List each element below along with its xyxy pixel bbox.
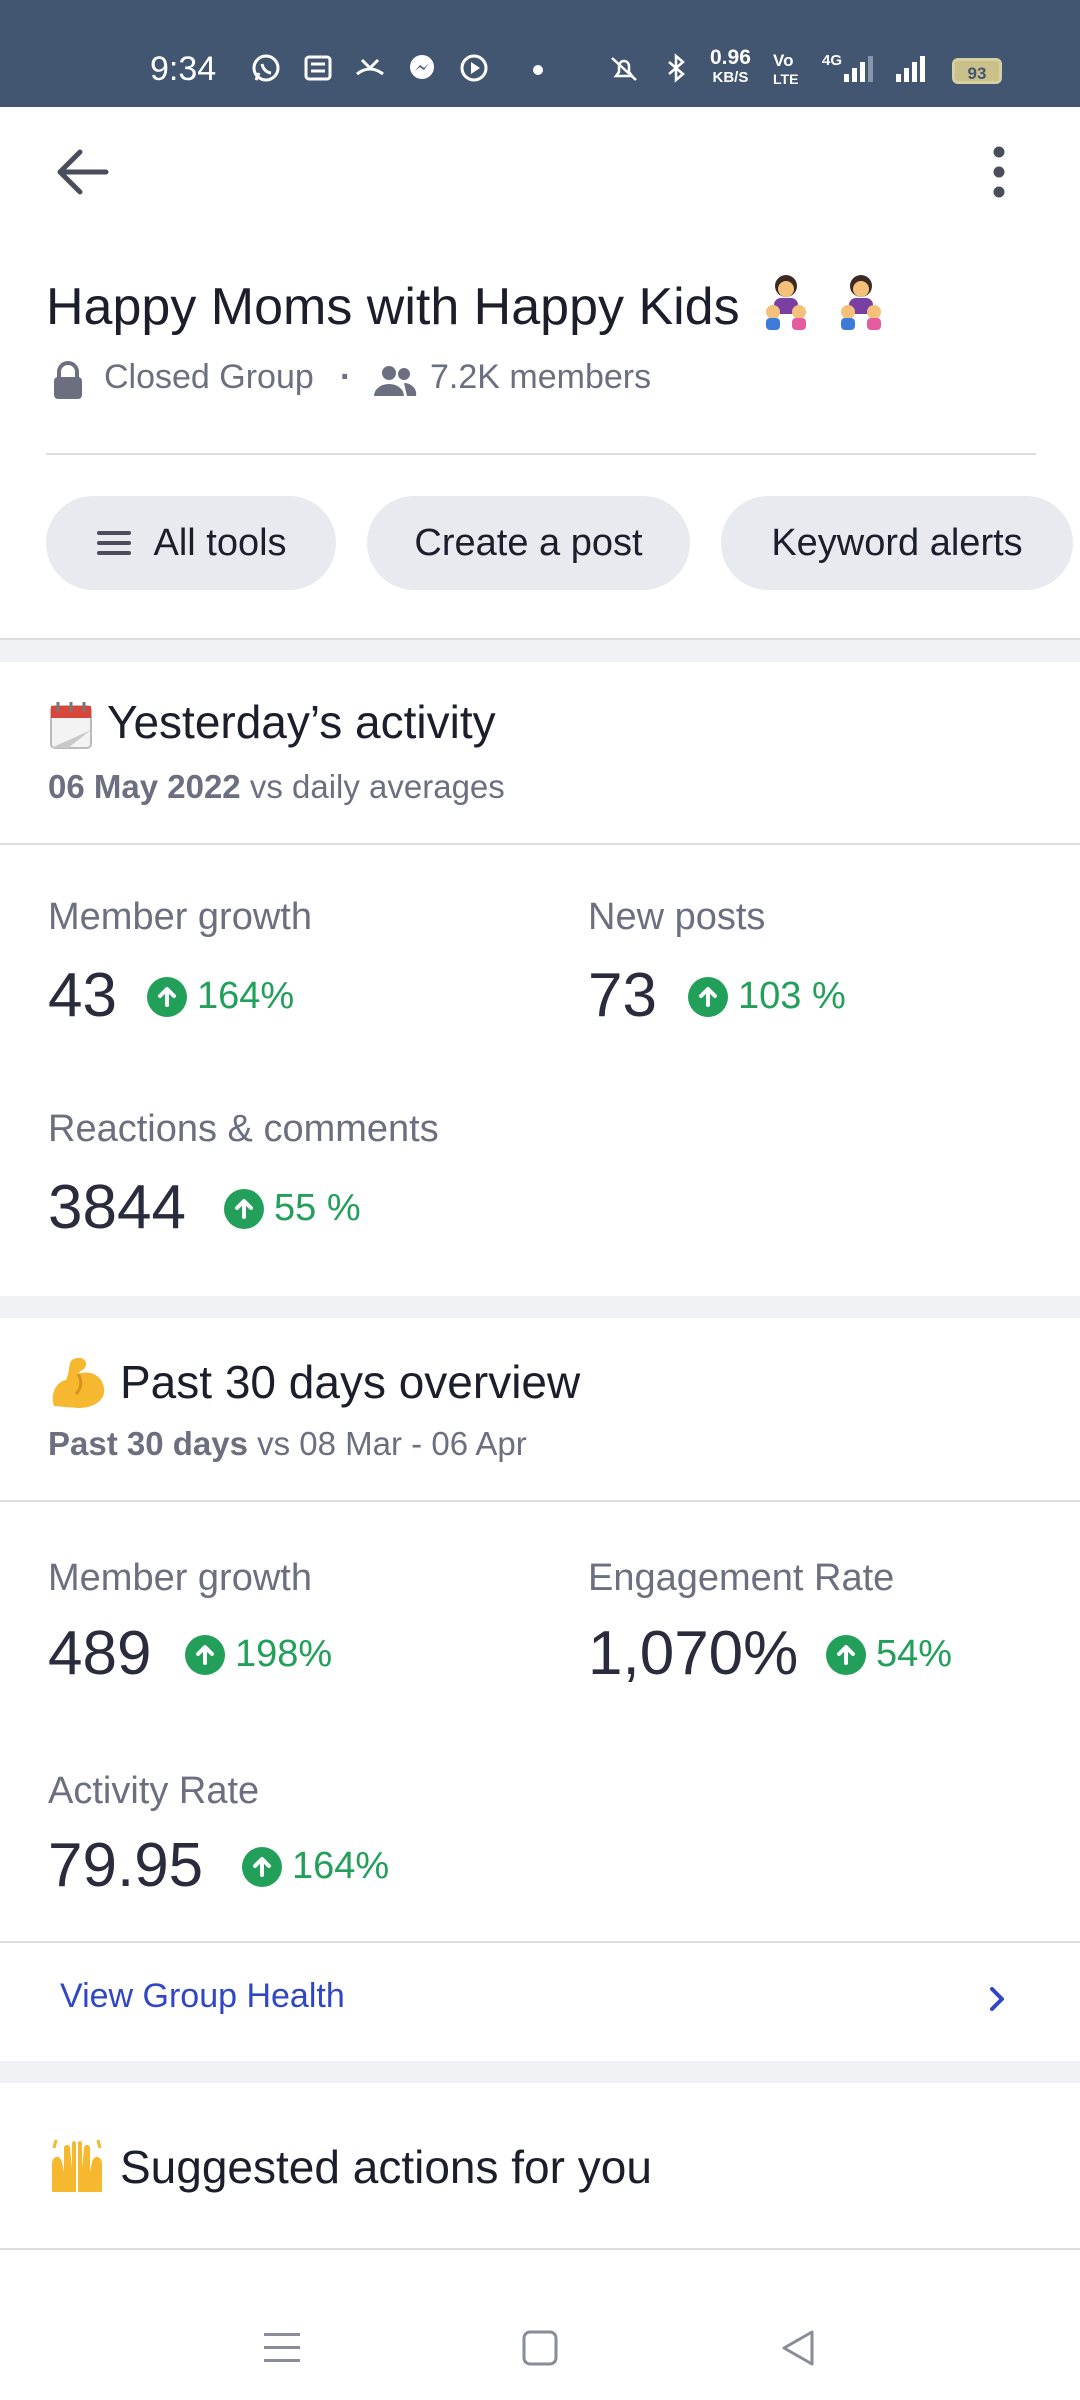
lock-icon [54, 361, 82, 399]
metric-label: Engagement Rate [588, 1557, 895, 1599]
messenger-icon [410, 55, 434, 79]
calendar-icon [50, 702, 92, 749]
metric-value: 79.95 [48, 1831, 204, 1900]
family-emoji-icon [766, 275, 807, 330]
health-divider [0, 1941, 1080, 1943]
group-privacy: Closed Group [104, 358, 314, 396]
arrow-up-icon [147, 976, 187, 1017]
metric-value: 1,070% [588, 1619, 799, 1688]
bluetooth-icon [668, 53, 685, 83]
arrow-left-icon [57, 149, 109, 195]
create-post-label: Create a post [414, 521, 643, 564]
section-separator [0, 2061, 1080, 2083]
arrow-up-icon [826, 1634, 866, 1675]
metric-value: 43 [48, 961, 117, 1030]
family-emoji-icon [840, 275, 881, 330]
metric-delta: 198% [185, 1633, 332, 1676]
whatsapp-icon [252, 54, 280, 82]
raising-hands-icon [52, 2139, 102, 2192]
signal-1-icon [844, 56, 873, 82]
member-count: 7.2K members [430, 358, 652, 396]
suggested-title: Suggested actions for you [120, 2141, 652, 2193]
more-notifications-icon [533, 65, 543, 75]
group-name: Happy Moms with Happy Kids [46, 278, 740, 336]
more-options-button[interactable] [984, 142, 1014, 202]
arrow-up-icon [242, 1846, 282, 1887]
volte-indicator: Vo LTE [773, 51, 799, 88]
all-tools-label: All tools [153, 521, 287, 564]
system-navigation-bar [0, 2250, 1080, 2400]
keyword-alerts-label: Keyword alerts [771, 521, 1023, 564]
yesterday-subtitle: 06 May 2022 vs daily averages [48, 768, 505, 805]
battery-indicator: 93 [952, 58, 1002, 84]
metric-label: New posts [588, 896, 766, 938]
group-title: Happy Moms with Happy Kids [46, 272, 887, 337]
metric-delta: 55 % [224, 1187, 361, 1230]
status-time: 9:34 [150, 50, 217, 88]
news-icon [304, 55, 332, 81]
suggested-divider [0, 2248, 1080, 2250]
past30-title: Past 30 days overview [120, 1356, 581, 1408]
metric-value: 3844 [48, 1173, 186, 1242]
header-divider [46, 453, 1036, 455]
missed-call-icon [356, 58, 384, 76]
network-speed: 0.96 KB/S [710, 46, 751, 86]
play-icon [460, 54, 488, 82]
metric-delta: 164% [147, 975, 294, 1018]
arrow-up-icon [688, 976, 728, 1017]
home-icon[interactable] [520, 2328, 560, 2368]
metric-label: Member growth [48, 896, 312, 938]
view-group-health-link[interactable]: View Group Health [60, 1977, 345, 2015]
yesterday-divider [0, 843, 1080, 845]
metric-value: 489 [48, 1619, 152, 1688]
yesterday-title: Yesterday’s activity [107, 696, 496, 748]
metric-delta: 54% [826, 1633, 952, 1676]
back-nav-icon[interactable] [778, 2328, 818, 2368]
all-tools-button[interactable]: All tools [46, 496, 336, 590]
create-post-button[interactable]: Create a post [367, 496, 690, 590]
back-button[interactable] [52, 146, 112, 198]
mute-icon [611, 57, 637, 81]
menu-icon [97, 531, 132, 555]
metric-value: 73 [588, 961, 657, 1030]
arrow-up-icon [224, 1188, 264, 1229]
keyword-alerts-button[interactable]: Keyword alerts [721, 496, 1073, 590]
more-vertical-icon [993, 146, 1005, 198]
past30-divider [0, 1500, 1080, 1502]
section-separator [0, 1296, 1080, 1318]
chevron-right-icon [990, 1987, 1004, 2011]
metric-label: Activity Rate [48, 1770, 260, 1812]
metric-label: Reactions & comments [48, 1108, 439, 1150]
recent-apps-icon[interactable] [262, 2330, 302, 2366]
flexed-biceps-icon [52, 1357, 105, 1408]
signal-2-icon [896, 56, 925, 82]
metric-delta: 103 % [688, 975, 846, 1018]
meta-separator: · [340, 358, 352, 396]
members-icon [374, 366, 417, 396]
status-bar: 9:34 0.96 KB/S Vo LTE 4G 93 [0, 0, 1080, 107]
section-separator [0, 638, 1080, 662]
arrow-up-icon [185, 1634, 225, 1675]
past30-subtitle: Past 30 days vs 08 Mar - 06 Apr [48, 1425, 527, 1462]
metric-delta: 164% [242, 1845, 389, 1888]
network-type: 4G [822, 52, 843, 69]
metric-label: Member growth [48, 1557, 312, 1599]
